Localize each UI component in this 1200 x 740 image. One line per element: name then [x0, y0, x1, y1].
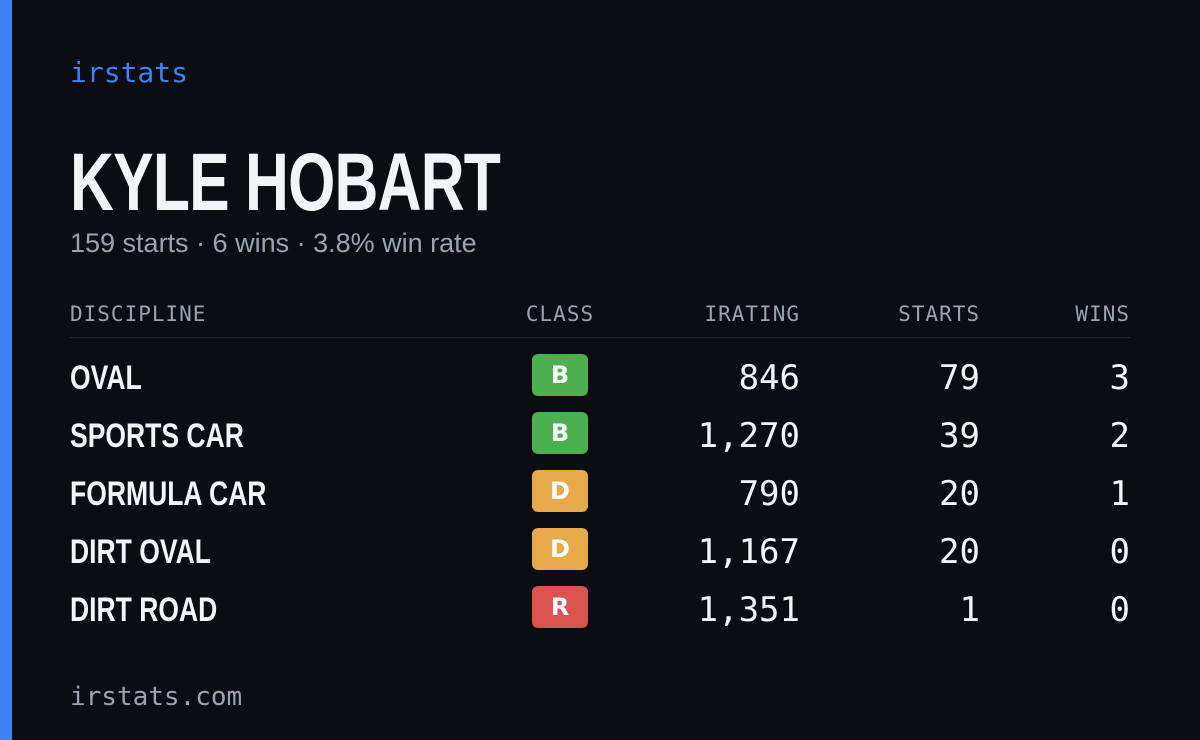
starts: 79: [939, 358, 980, 398]
irating: 1,167: [697, 532, 800, 572]
driver-summary: 159 starts · 6 wins · 3.8% win rate: [70, 228, 477, 258]
column-header: DISCIPLINE: [70, 302, 207, 326]
irating: 846: [738, 358, 800, 398]
column-header: STARTS: [898, 302, 980, 326]
wins: 0: [1109, 590, 1130, 630]
discipline: OVAL: [70, 359, 142, 397]
class-badge: D: [532, 528, 588, 570]
wins: 2: [1109, 416, 1130, 456]
class-badge: R: [532, 586, 588, 628]
column-header: IRATING: [704, 302, 800, 326]
class-badge: B: [532, 412, 588, 454]
class-badge: D: [532, 470, 588, 512]
discipline: DIRT ROAD: [70, 591, 218, 629]
irating: 1,270: [697, 416, 800, 456]
class-badge: B: [532, 354, 588, 396]
brand: irstats: [70, 56, 189, 89]
irating: 790: [738, 474, 800, 514]
starts: 1: [959, 590, 980, 630]
column-header: WINS: [1075, 302, 1130, 326]
starts: 39: [939, 416, 980, 456]
irating: 1,351: [697, 590, 800, 630]
footer: irstats.com: [70, 682, 243, 712]
wins: 1: [1109, 474, 1130, 514]
wins: 0: [1109, 532, 1130, 572]
discipline: SPORTS CAR: [70, 417, 244, 455]
driver-name: KYLE HOBART: [70, 137, 501, 228]
column-header: CLASS: [525, 302, 595, 326]
discipline: DIRT OVAL: [70, 533, 211, 571]
starts: 20: [939, 474, 980, 514]
header-rule: [70, 337, 1130, 338]
wins: 3: [1109, 358, 1130, 398]
accent-bar: [0, 0, 12, 740]
starts: 20: [939, 532, 980, 572]
discipline: FORMULA CAR: [70, 475, 267, 513]
